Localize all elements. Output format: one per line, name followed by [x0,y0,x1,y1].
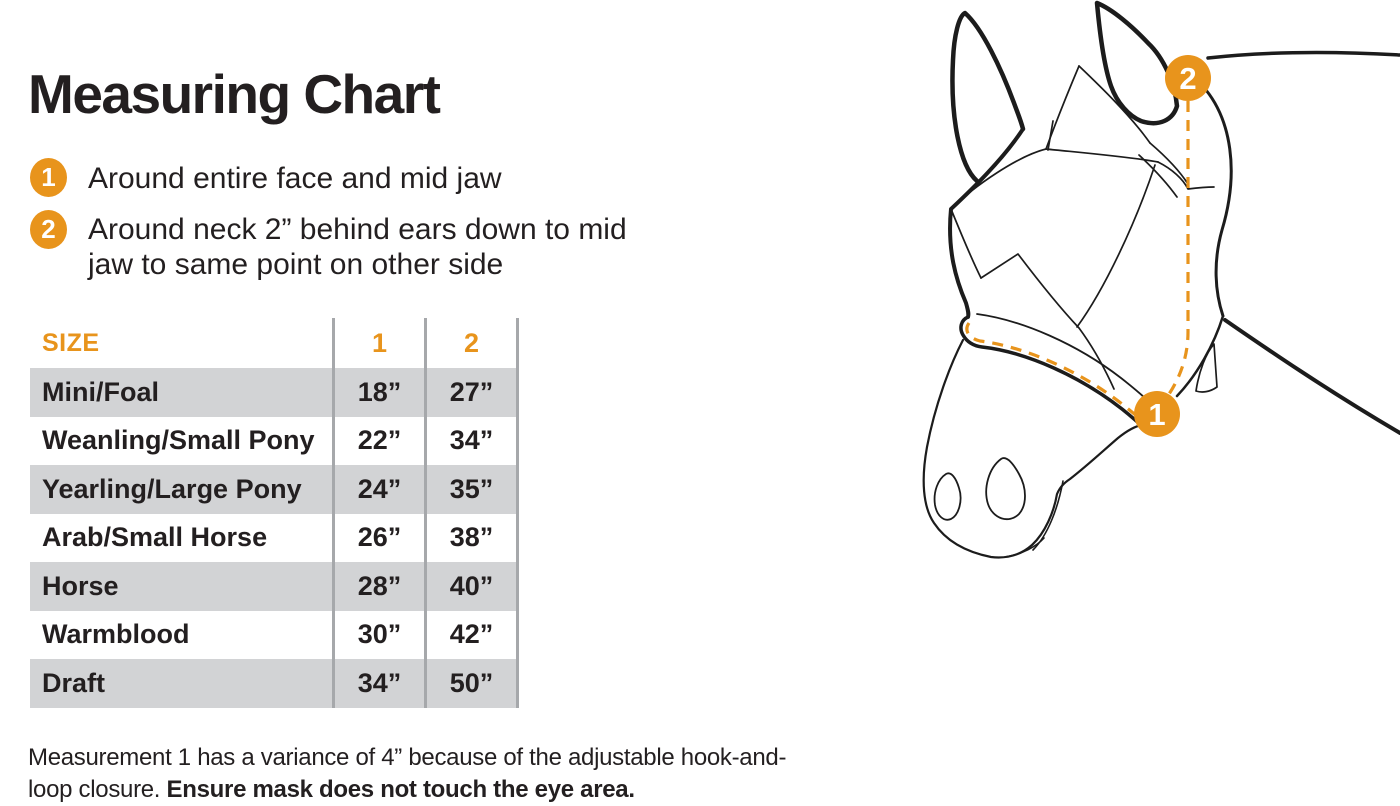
measurement-1-cell: 22” [332,416,424,465]
measurement-1-cell: 18” [332,368,424,417]
measurement-2-cell: 38” [424,513,519,562]
table-row: Weanling/Small Pony 22” 34” [30,416,519,465]
measurement-1-cell: 34” [332,659,424,708]
instruction-badge-2: 2 [30,210,67,249]
muzzle-outline [922,338,1144,559]
measurement-1-cell: 26” [332,513,424,562]
throat-line [1223,318,1400,435]
size-cell: Warmblood [42,619,190,650]
nostril-left [933,472,962,521]
table-row: Horse 28” 40” [30,562,519,611]
size-cell: Weanling/Small Pony [42,425,315,456]
head-back-outline [1204,88,1233,318]
table-row: Draft 34” 50” [30,659,519,708]
size-cell: Draft [30,659,332,708]
measurement-2-dashed-line [1165,101,1190,398]
measurement-2-cell: 50” [424,659,519,708]
diagram-marker-2: 2 [1165,55,1211,101]
right-ear-outline [1094,0,1180,126]
table-row: Mini/Foal 18” 27” [30,368,519,417]
face-front-outline [948,127,1025,319]
diagram-marker-1: 1 [1134,391,1180,437]
table-row: Arab/Small Horse 26” 38” [30,513,519,562]
measurement-2-cell: 42” [424,610,519,659]
marker-2-label: 2 [1179,61,1196,96]
size-cell: Arab/Small Horse [42,522,268,553]
marker-1-label: 1 [1148,397,1165,432]
mask-seam-lines [950,65,1218,393]
measurement-2-cell: 34” [424,416,519,465]
size-cell: Mini/Foal [30,368,332,417]
size-table: SIZE 1 2 Mini/Foal 18” 27” Weanling/Smal… [30,318,519,708]
header-measurement-1: 1 [332,318,424,368]
measurement-2-cell: 35” [424,465,519,514]
page-title: Measuring Chart [28,63,441,125]
size-table-header-row: SIZE 1 2 [30,318,519,368]
measurement-1-cell: 24” [332,465,424,514]
header-size: SIZE [42,328,100,357]
instruction-text-2: Around neck 2” behind ears down to mid j… [88,213,627,281]
chin-fold-line [1032,480,1064,551]
footnote-normal-text: Measurement 1 has a variance of 4” becau… [28,744,787,803]
neck-top-line [1206,50,1400,60]
strap-upper-edge [976,313,1156,409]
instruction-badge-1: 1 [30,158,67,197]
left-ear-outline [950,10,1026,184]
mouth-line [1004,537,1045,558]
size-table-body: Mini/Foal 18” 27” Weanling/Small Pony 22… [30,368,519,708]
footnote-bold-text: Ensure mask does not touch the eye area. [166,776,635,803]
table-row: Warmblood 30” 42” [30,610,519,659]
header-measurement-2: 2 [424,318,519,368]
horse-illustration: 2 1 [922,0,1400,559]
measurement-1-cell: 30” [332,610,424,659]
footnote: Measurement 1 has a variance of 4” becau… [28,742,808,806]
size-cell: Yearling/Large Pony [30,465,332,514]
measurement-1-cell: 28” [332,562,424,611]
measurement-2-cell: 40” [424,562,519,611]
measurement-1-dashed-line [965,322,1151,429]
nostril-right [985,457,1026,521]
strap-lower-edge [959,315,1149,433]
measurement-2-cell: 27” [424,368,519,417]
table-row: Yearling/Large Pony 24” 35” [30,465,519,514]
instruction-text-1: Around entire face and mid jaw [88,162,502,195]
size-cell: Horse [30,562,332,611]
